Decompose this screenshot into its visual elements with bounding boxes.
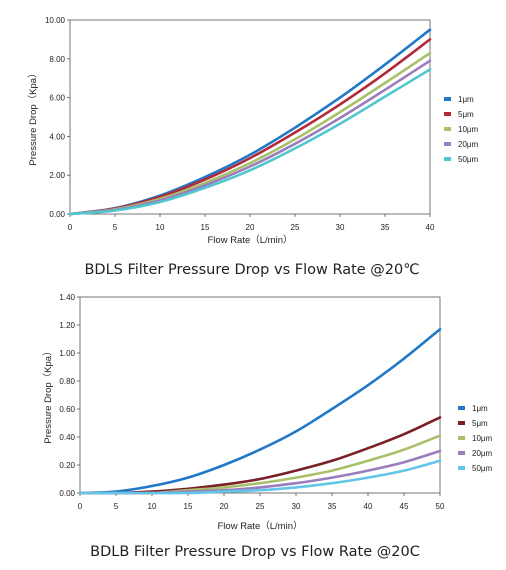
legend-label: 10μm xyxy=(458,125,479,134)
legend-label: 10μm xyxy=(472,434,493,443)
legend-label: 1μm xyxy=(458,95,474,104)
legend-swatch xyxy=(444,112,451,116)
x-tick-label: 15 xyxy=(184,502,193,511)
x-axis-label: Flow Rate（L/min） xyxy=(218,520,303,532)
x-tick-label: 25 xyxy=(256,502,265,511)
series-line-3 xyxy=(68,51,432,216)
x-tick-label: 5 xyxy=(114,502,119,511)
y-tick-label: 2.00 xyxy=(49,171,65,180)
legend-swatch xyxy=(444,127,451,131)
plot-frame xyxy=(79,296,441,494)
series-line-1 xyxy=(68,28,432,216)
x-axis-label: Flow Rate（L/min） xyxy=(208,234,293,246)
x-tick-label: 15 xyxy=(201,223,210,232)
series-line-1 xyxy=(78,327,442,495)
y-tick-label: 1.00 xyxy=(59,349,75,358)
plot-frame xyxy=(69,19,431,215)
legend-swatch xyxy=(444,142,451,146)
y-tick-label: 4.00 xyxy=(49,132,65,141)
x-tick-label: 25 xyxy=(291,223,300,232)
series-line-5 xyxy=(68,68,432,216)
legend-label: 5μm xyxy=(472,419,488,428)
x-tick-label: 50 xyxy=(436,502,445,511)
x-tick-label: 45 xyxy=(400,502,409,511)
legend-swatch xyxy=(444,97,451,101)
y-axis-label: Pressure Drop（Kpa） xyxy=(42,346,54,443)
x-tick-label: 40 xyxy=(426,223,435,232)
y-tick-label: 10.00 xyxy=(45,16,66,25)
y-tick-label: 0.40 xyxy=(59,433,75,442)
x-tick-label: 35 xyxy=(328,502,337,511)
x-tick-label: 30 xyxy=(292,502,301,511)
x-tick-label: 5 xyxy=(113,223,118,232)
series-line-3 xyxy=(78,434,442,495)
legend-label: 5μm xyxy=(458,110,474,119)
y-tick-label: 1.20 xyxy=(59,321,75,330)
y-tick-label: 0.80 xyxy=(59,377,75,386)
y-tick-label: 1.40 xyxy=(59,293,75,302)
chart-title: BDLS Filter Pressure Drop vs Flow Rate @… xyxy=(84,262,419,278)
y-axis-label: Pressure Drop（Kpa） xyxy=(27,68,39,165)
legend-label: 20μm xyxy=(472,449,493,458)
series-line-4 xyxy=(68,59,432,216)
x-tick-label: 10 xyxy=(156,223,165,232)
y-tick-label: 6.00 xyxy=(49,94,65,103)
legend-label: 1μm xyxy=(472,404,488,413)
legend-label: 20μm xyxy=(458,140,479,149)
series-line-2 xyxy=(68,38,432,216)
x-tick-label: 20 xyxy=(246,223,255,232)
y-tick-label: 0.20 xyxy=(59,461,75,470)
y-tick-label: 8.00 xyxy=(49,55,65,64)
legend-label: 50μm xyxy=(458,155,479,164)
x-tick-label: 30 xyxy=(336,223,345,232)
x-tick-label: 0 xyxy=(68,223,73,232)
x-tick-label: 35 xyxy=(381,223,390,232)
x-tick-label: 20 xyxy=(220,502,229,511)
legend-swatch xyxy=(458,451,465,455)
y-tick-label: 0.00 xyxy=(49,210,65,219)
x-tick-label: 40 xyxy=(364,502,373,511)
chart-2: 0.00 0.20 0.40 0.60 0.80 1.00 1.20 1.40 0 5 10 15 20… xyxy=(42,293,493,560)
legend-swatch xyxy=(444,157,451,161)
chart-1: 0.00 2.00 4.00 6.00 8.00 10.00 0 5 10 15 20 25 30 35 4… xyxy=(27,16,479,278)
legend-swatch xyxy=(458,466,465,470)
y-tick-label: 0.60 xyxy=(59,405,75,414)
x-tick-label: 10 xyxy=(148,502,157,511)
series-line-4 xyxy=(78,449,442,495)
x-tick-label: 0 xyxy=(78,502,83,511)
legend-swatch xyxy=(458,421,465,425)
legend-swatch xyxy=(458,406,465,410)
series-line-5 xyxy=(78,459,442,495)
chart-title: BDLB Filter Pressure Drop vs Flow Rate @… xyxy=(90,544,420,560)
y-tick-label: 0.00 xyxy=(59,489,75,498)
legend-label: 50μm xyxy=(472,464,493,473)
legend-swatch xyxy=(458,436,465,440)
